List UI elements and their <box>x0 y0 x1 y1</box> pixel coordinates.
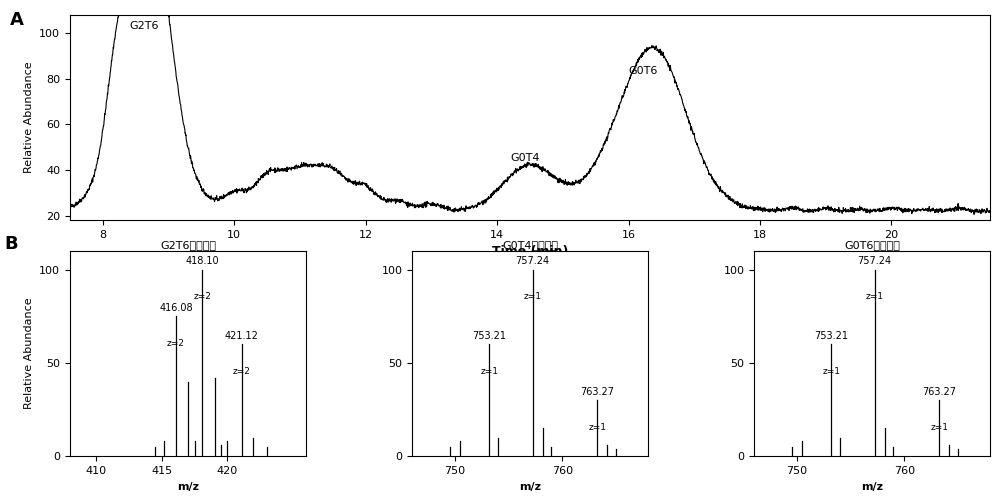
Text: 416.08: 416.08 <box>159 303 193 312</box>
Text: B: B <box>4 235 18 252</box>
Y-axis label: Relative Abundance: Relative Abundance <box>24 298 34 410</box>
Text: z=1: z=1 <box>588 423 606 432</box>
X-axis label: m/z: m/z <box>861 482 883 492</box>
Text: 418.10: 418.10 <box>186 256 219 266</box>
Text: z=2: z=2 <box>233 367 251 376</box>
Text: 763.27: 763.27 <box>922 386 956 397</box>
Text: z=1: z=1 <box>524 292 542 301</box>
Y-axis label: Relative Abundance: Relative Abundance <box>24 62 34 174</box>
Title: G0T4的质谱图: G0T4的质谱图 <box>502 240 558 250</box>
Text: z=2: z=2 <box>167 339 185 348</box>
Text: 757.24: 757.24 <box>516 256 550 266</box>
Text: z=1: z=1 <box>480 367 498 376</box>
Text: z=1: z=1 <box>822 367 840 376</box>
Text: 753.21: 753.21 <box>472 331 506 341</box>
Text: 757.24: 757.24 <box>858 256 892 266</box>
Text: z=2: z=2 <box>193 292 211 301</box>
Text: 753.21: 753.21 <box>814 331 848 341</box>
X-axis label: m/z: m/z <box>519 482 541 492</box>
Text: 763.27: 763.27 <box>580 386 614 397</box>
Text: G0T6: G0T6 <box>629 66 658 76</box>
Title: G0T6的质谱图: G0T6的质谱图 <box>844 240 900 250</box>
Text: G2T6: G2T6 <box>129 20 159 31</box>
Text: z=1: z=1 <box>930 423 948 432</box>
Text: A: A <box>10 11 24 29</box>
X-axis label: m/z: m/z <box>177 482 199 492</box>
Text: z=1: z=1 <box>866 292 884 301</box>
Text: 421.12: 421.12 <box>225 331 259 341</box>
Title: G2T6的质谱图: G2T6的质谱图 <box>160 240 216 250</box>
Text: G0T4: G0T4 <box>510 153 540 163</box>
X-axis label: Time (min): Time (min) <box>492 246 568 258</box>
